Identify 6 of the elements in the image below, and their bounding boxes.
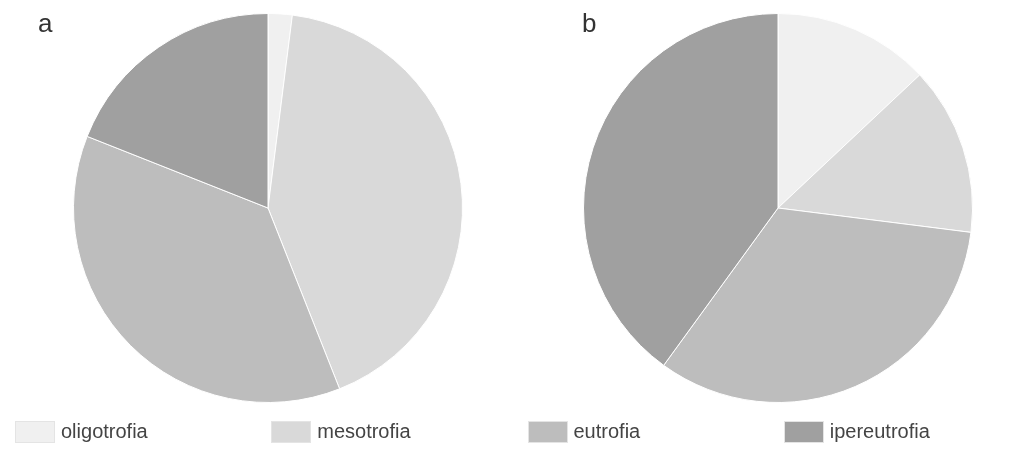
legend-label: mesotrofia [317,420,411,443]
chart-title: a [38,8,53,39]
chart-title: b [582,8,597,39]
legend-label: oligotrofia [61,420,148,443]
legend-label: ipereutrofia [829,420,930,443]
legend-label: eutrofia [573,420,641,443]
